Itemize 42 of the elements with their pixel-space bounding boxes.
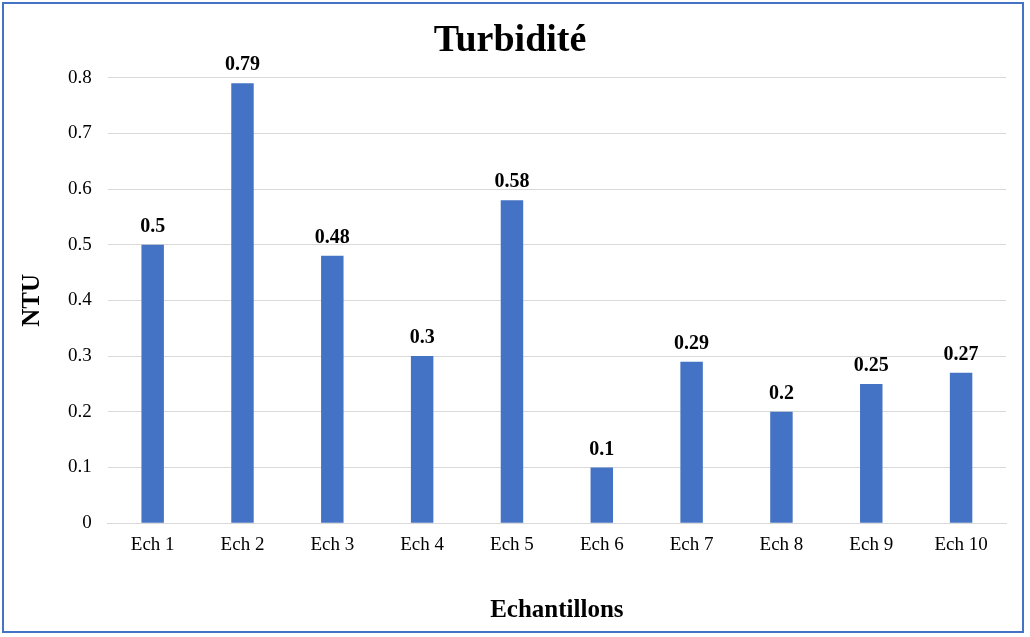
y-axis-title: NTU — [17, 274, 45, 327]
x-tick-label: Ech 8 — [759, 532, 804, 554]
data-label: 0.48 — [314, 225, 350, 248]
data-label: 0.25 — [853, 353, 889, 376]
bar — [860, 383, 883, 523]
bar — [321, 255, 344, 523]
data-label: 0.29 — [674, 330, 710, 353]
x-tick-label: Ech 9 — [849, 532, 894, 554]
y-tick-label: 0.7 — [68, 121, 92, 143]
y-tick-label: 0.6 — [68, 176, 92, 198]
bar — [680, 361, 703, 523]
data-label: 0.79 — [224, 52, 260, 75]
bar — [141, 244, 164, 523]
y-tick-label: 0.3 — [68, 344, 92, 366]
x-tick-label: Ech 10 — [934, 532, 988, 554]
x-axis-title: Echantillons — [490, 595, 624, 623]
data-label: 0.27 — [943, 341, 979, 364]
data-label: 0.3 — [409, 325, 435, 348]
x-tick-label: Ech 4 — [400, 532, 445, 554]
chart-title: Turbidité — [433, 16, 587, 59]
x-tick-label: Ech 3 — [310, 532, 355, 554]
x-tick-label: Ech 2 — [220, 532, 265, 554]
x-tick-label: Ech 1 — [130, 532, 175, 554]
y-tick-label: 0.2 — [68, 399, 92, 421]
bar — [410, 356, 434, 523]
x-tick-label: Ech 7 — [669, 532, 714, 554]
bar — [770, 411, 793, 523]
bar — [949, 372, 973, 523]
y-tick-label: 0.5 — [68, 232, 92, 254]
x-tick-label: Ech 6 — [579, 532, 624, 554]
y-tick-label: 0 — [82, 511, 92, 533]
data-label: 0.2 — [768, 380, 794, 403]
bar — [231, 83, 254, 523]
y-tick-label: 0.8 — [68, 65, 92, 87]
x-tick-label: Ech 5 — [490, 532, 534, 554]
data-label: 0.5 — [140, 213, 166, 236]
data-label: 0.1 — [589, 436, 615, 459]
bar — [500, 200, 524, 523]
data-label: 0.58 — [494, 169, 530, 192]
bar — [590, 467, 614, 523]
y-tick-label: 0.1 — [68, 455, 92, 477]
y-tick-label: 0.4 — [68, 288, 93, 310]
